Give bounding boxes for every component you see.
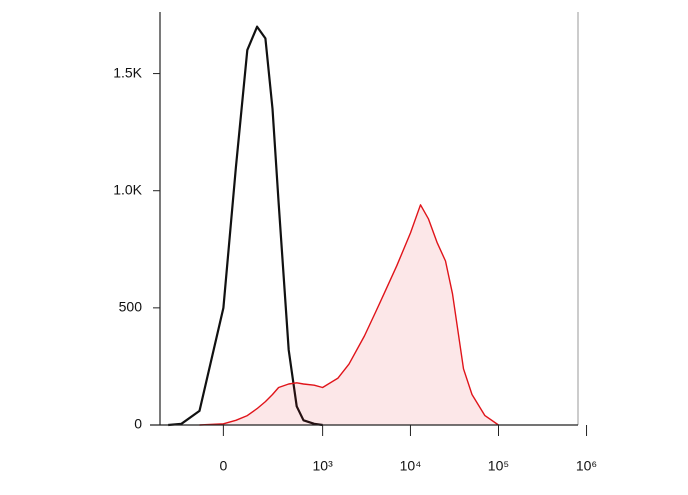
y-tick-label: 1.0K bbox=[113, 181, 142, 197]
histogram-line bbox=[199, 204, 499, 426]
histogram-line bbox=[168, 25, 323, 427]
x-tick-label: 0 bbox=[219, 458, 227, 474]
y-tick-label: 500 bbox=[119, 299, 143, 315]
y-tick-label: 1.5K bbox=[113, 64, 142, 80]
x-tick-label: 10⁵ bbox=[488, 458, 509, 474]
histogram-area bbox=[199, 204, 499, 425]
x-tick-label: 10³ bbox=[313, 458, 334, 474]
x-tick-label: 10⁴ bbox=[400, 458, 422, 474]
y-tick-label: 0 bbox=[134, 416, 142, 432]
x-tick-label: 10⁶ bbox=[576, 458, 597, 474]
